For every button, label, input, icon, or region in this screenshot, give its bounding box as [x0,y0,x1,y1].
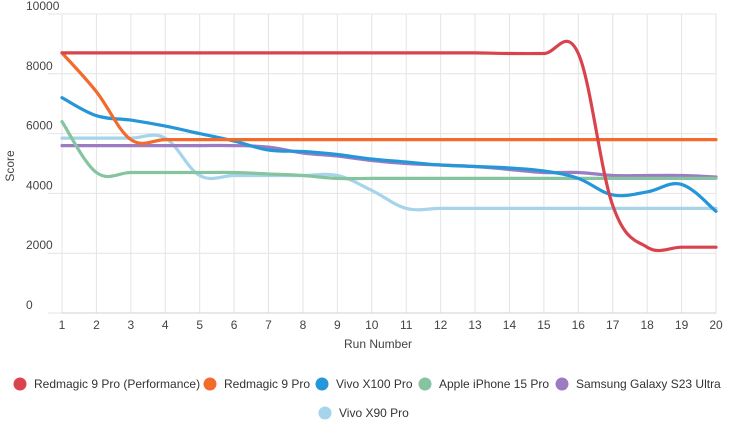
x-tick-label: 16 [572,318,586,332]
y-tick-label: 6000 [26,119,53,133]
legend-label-vivo-x100-pro: Vivo X100 Pro [336,377,413,391]
legend-label-redmagic-9-pro: Redmagic 9 Pro [224,377,310,391]
x-tick-label: 13 [468,318,482,332]
y-axis-ticks: 0 2000 4000 6000 8000 10000 [26,0,60,312]
y-tick-label: 0 [26,298,33,312]
legend-swatch-redmagic-9-pro-performance [13,377,27,391]
x-tick-label: 11 [400,318,413,332]
x-tick-label: 15 [537,318,551,332]
legend-label-samsung-galaxy-s23-ultra: Samsung Galaxy S23 Ultra [576,377,721,391]
x-axis-ticks: 1 2 3 4 5 6 7 8 9 10 11 12 13 14 15 16 17 18 19 20 [59,318,723,332]
x-tick-label: 1 [59,318,66,332]
legend-label-apple-iphone-15-pro: Apple iPhone 15 Pro [439,377,549,391]
legend-swatch-vivo-x90-pro [318,406,332,420]
legend-label-vivo-x90-pro: Vivo X90 Pro [339,406,409,420]
y-tick-label: 10000 [26,0,60,13]
x-tick-label: 5 [196,318,203,332]
x-tick-label: 19 [675,318,689,332]
legend-label-redmagic-9-pro-performance: Redmagic 9 Pro (Performance) [34,377,200,391]
x-tick-label: 8 [300,318,307,332]
series-line-redmagic-9-pro [60,51,718,145]
x-tick-label: 20 [709,318,723,332]
x-tick-label: 7 [265,318,272,332]
series-lines [60,39,718,253]
grid [48,13,717,314]
series-line-apple-iphone-15-pro [60,120,718,181]
x-tick-label: 10 [365,318,379,332]
x-tick-label: 14 [503,318,517,332]
legend: Redmagic 9 Pro (Performance) Redmagic 9 P… [13,377,721,420]
legend-swatch-samsung-galaxy-s23-ultra [555,377,569,391]
legend-swatch-redmagic-9-pro [203,377,217,391]
x-tick-label: 6 [231,318,238,332]
x-tick-label: 12 [434,318,448,332]
x-tick-label: 9 [334,318,341,332]
x-axis-title: Run Number [344,337,412,351]
x-tick-label: 3 [127,318,134,332]
series-line-redmagic-9-pro-performance [60,39,718,253]
x-tick-label: 2 [93,318,100,332]
series-line-vivo-x100-pro [60,96,718,213]
y-tick-label: 2000 [26,238,53,252]
legend-swatch-apple-iphone-15-pro [418,377,432,391]
x-tick-label: 4 [162,318,169,332]
series-line-samsung-galaxy-s23-ultra [60,143,718,179]
x-tick-label: 17 [606,318,620,332]
y-tick-label: 8000 [26,59,53,73]
legend-swatch-vivo-x100-pro [315,377,329,391]
y-tick-label: 4000 [26,178,53,192]
x-tick-label: 18 [640,318,654,332]
y-axis-title: Score [3,150,17,182]
